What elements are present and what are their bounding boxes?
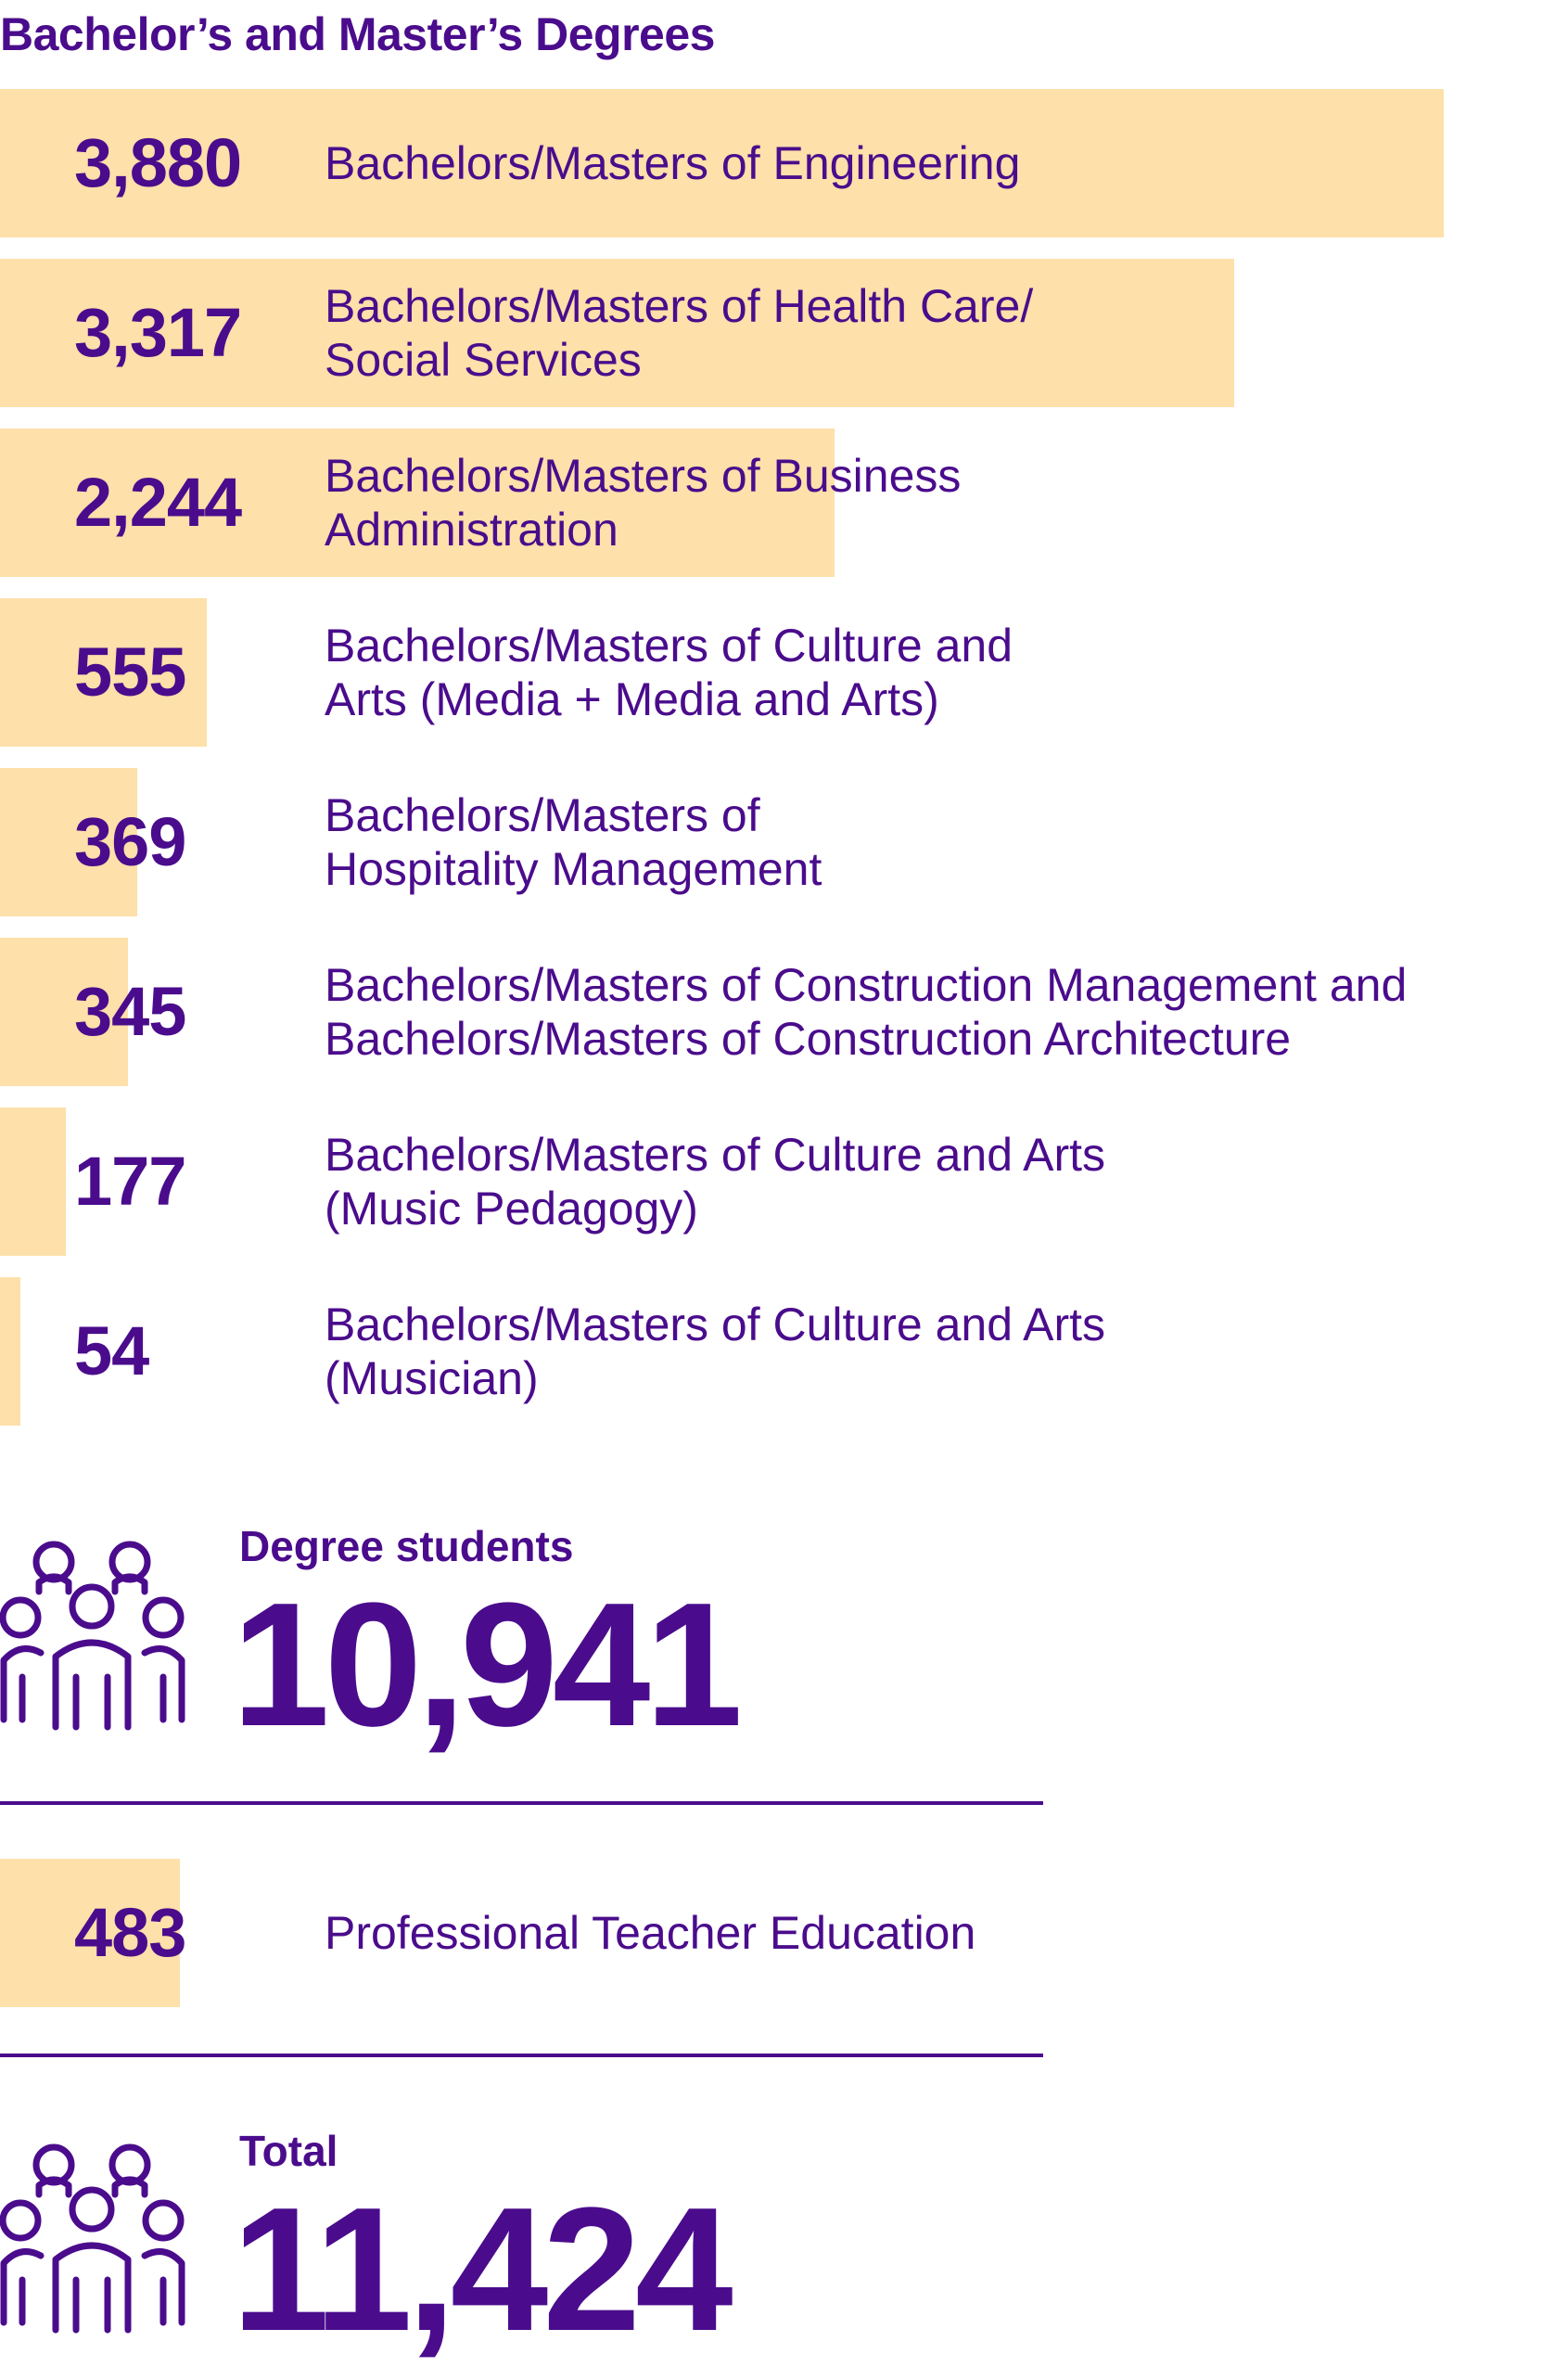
people-group-icon xyxy=(0,1538,185,1733)
bar xyxy=(0,938,128,1086)
total-label: Total xyxy=(239,2127,338,2175)
degree-students-value: 10,941 xyxy=(232,1567,743,1763)
bar-row: 54 Bachelors/Masters of Culture and Arts … xyxy=(0,1277,1568,1426)
bar-category-label: Bachelors/Masters of Construction Manage… xyxy=(325,959,1408,1065)
teacher-education-value: 483 xyxy=(74,1894,186,1971)
bar xyxy=(0,768,137,916)
bar xyxy=(0,429,835,577)
bar xyxy=(0,1277,20,1426)
people-group-icon xyxy=(0,2141,185,2335)
bar-category-label: Bachelors/Masters of Culture and Arts (M… xyxy=(325,1129,1106,1235)
bar-category-label: Bachelors/Masters of Hospitality Managem… xyxy=(325,789,822,895)
bar-category-label: Bachelors/Masters of Culture and Arts (M… xyxy=(325,1299,1106,1404)
divider xyxy=(0,1801,1043,1805)
bar-value-label: 369 xyxy=(74,803,186,880)
degree-students-label: Degree students xyxy=(239,1522,574,1570)
bar-row: 369 Bachelors/Masters of Hospitality Mana… xyxy=(0,768,1568,916)
bar-value-label: 2,244 xyxy=(74,464,242,541)
bar-row: 555 Bachelors/Masters of Culture and Arts… xyxy=(0,598,1568,747)
bar-row: 2,244 Bachelors/Masters of Business Admin… xyxy=(0,429,1568,577)
bar-row: 3,317 Bachelors/Masters of Health Care/ S… xyxy=(0,259,1568,407)
total-value: 11,424 xyxy=(232,2171,733,2368)
chart-title: Bachelor’s and Master’s Degrees xyxy=(0,8,715,60)
bar xyxy=(0,259,1234,407)
bar-row: 345 Bachelors/Masters of Construction Man… xyxy=(0,938,1568,1086)
divider xyxy=(0,2054,1043,2057)
bar xyxy=(0,598,207,747)
bar-row: 3,880 Bachelors/Masters of Engineering xyxy=(0,89,1568,237)
bar xyxy=(0,1107,66,1256)
bar-category-label: Bachelors/Masters of Health Care/ Social… xyxy=(325,280,1034,386)
teacher-education-bar xyxy=(0,1859,180,2007)
bar-row: 177 Bachelors/Masters of Culture and Arts… xyxy=(0,1107,1568,1256)
bar-value-label: 555 xyxy=(74,633,186,710)
bar-category-label: Bachelors/Masters of Engineering xyxy=(325,137,1021,189)
bar-category-label: Bachelors/Masters of Business Administra… xyxy=(325,450,962,556)
bar-value-label: 3,317 xyxy=(74,294,242,371)
bar-value-label: 3,880 xyxy=(74,124,242,201)
bar-value-label: 54 xyxy=(74,1312,149,1389)
bar-category-label: Bachelors/Masters of Culture and Arts (M… xyxy=(325,620,1013,725)
teacher-education-label: Professional Teacher Education xyxy=(325,1907,976,1959)
bar xyxy=(0,89,1444,237)
bar-value-label: 345 xyxy=(74,973,186,1050)
teacher-education-row: 483 Professional Teacher Education xyxy=(0,1859,1568,2007)
bar-value-label: 177 xyxy=(74,1143,186,1220)
